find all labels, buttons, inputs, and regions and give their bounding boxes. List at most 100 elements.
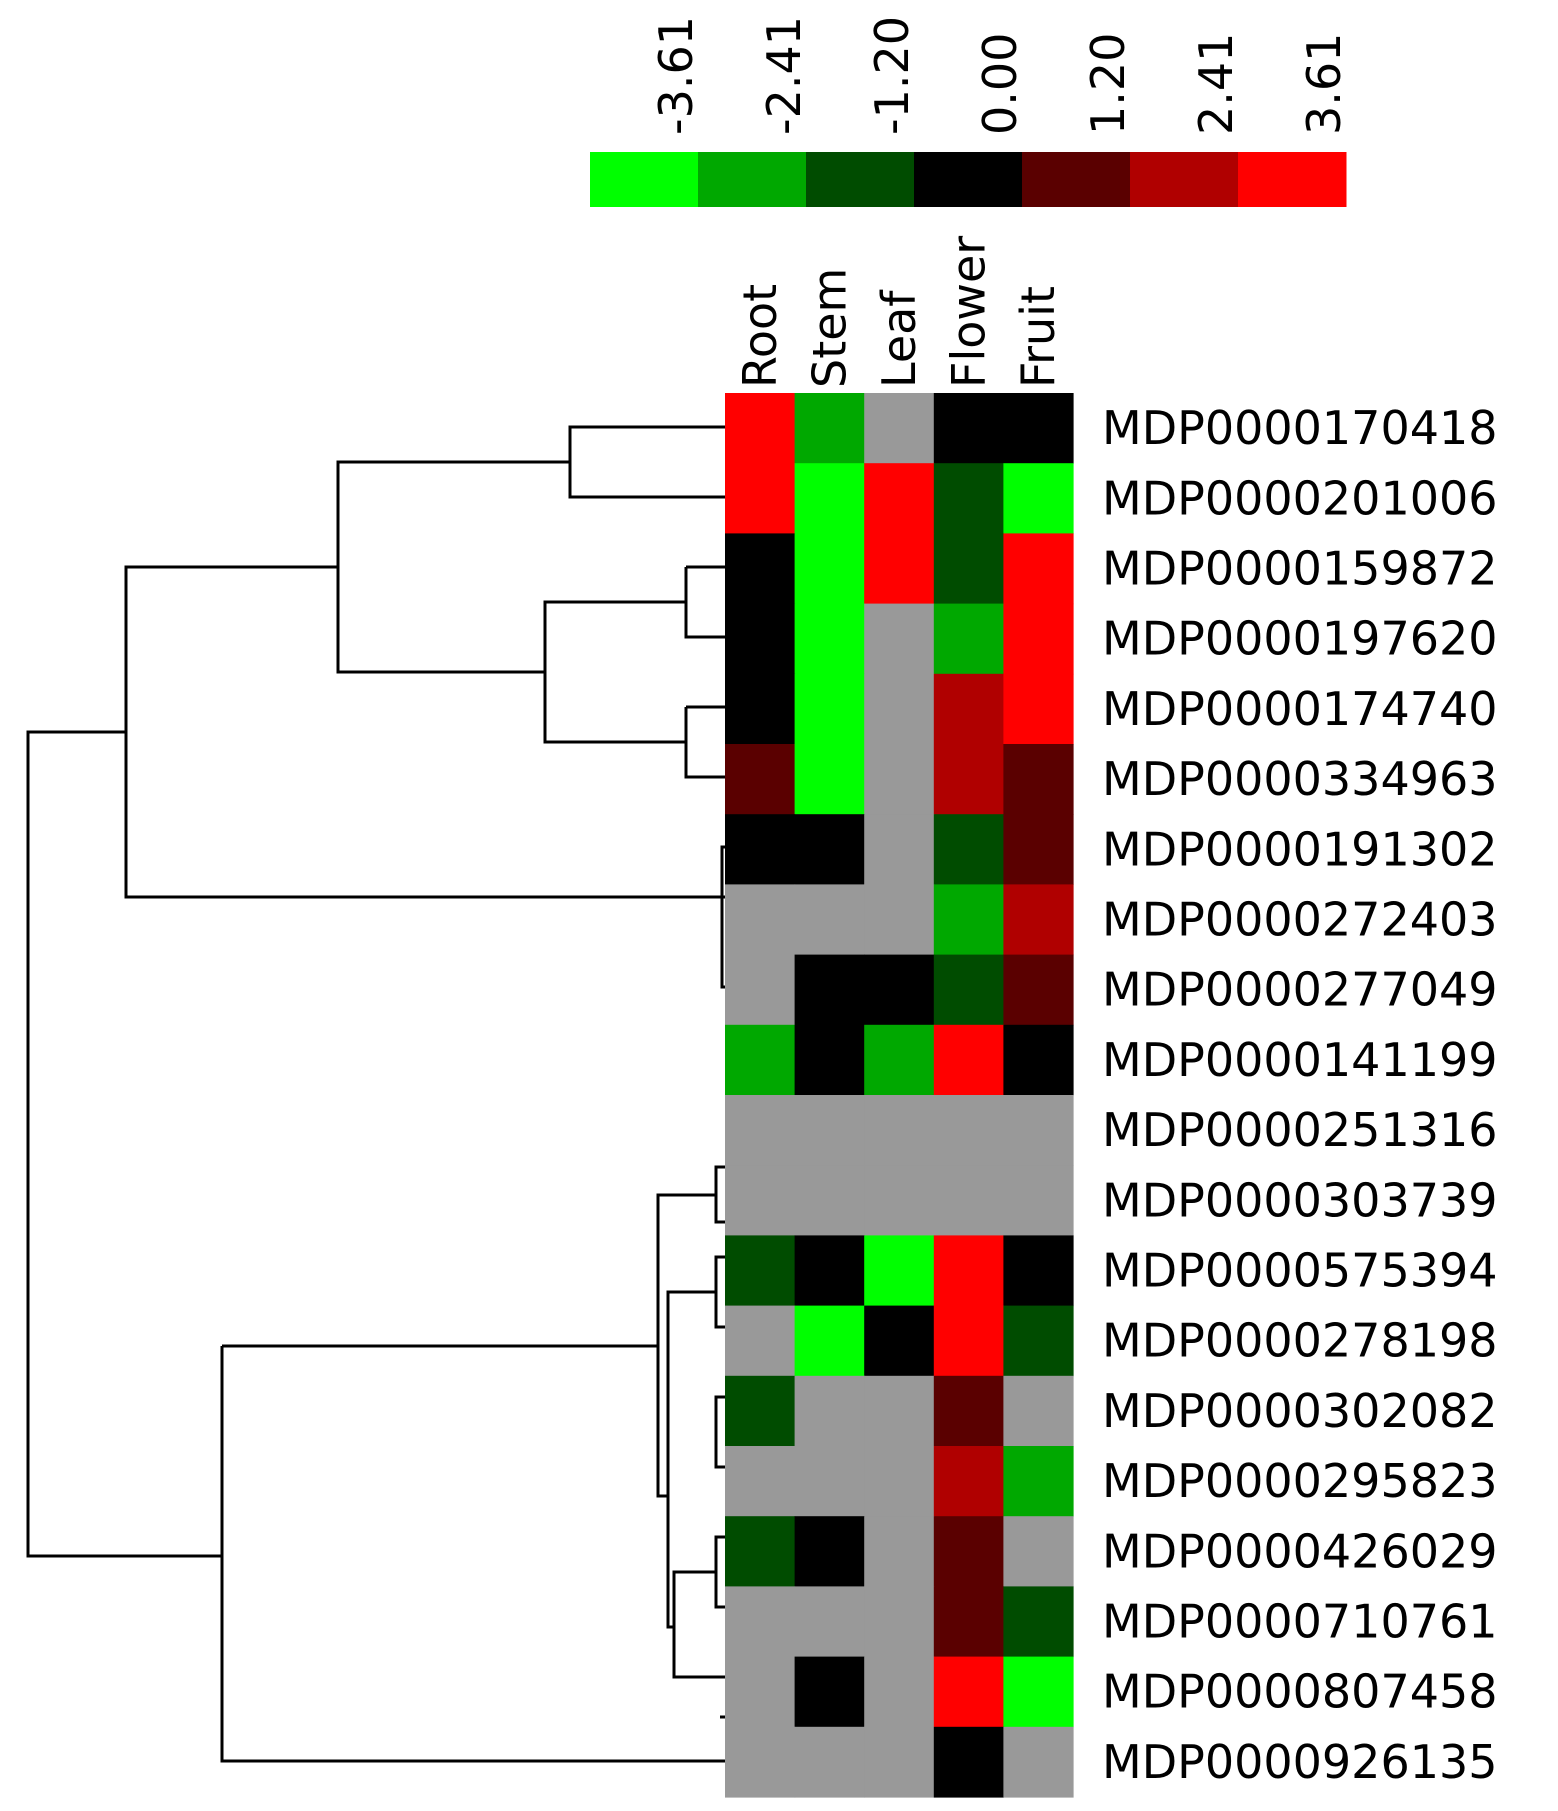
row-label: MDP0000141199	[1102, 1033, 1498, 1087]
dendrogram-branch	[220, 1346, 725, 1763]
heatmap-cell	[864, 393, 935, 464]
row-label: MDP0000191302	[1102, 822, 1498, 876]
heatmap-cell	[725, 1656, 796, 1728]
heatmap-cell	[725, 1586, 796, 1658]
heatmap-cell	[933, 814, 1004, 885]
heatmap-cell	[933, 744, 1004, 815]
heatmap-cell	[933, 673, 1004, 745]
row-label: MDP0000201006	[1102, 471, 1498, 525]
heatmap-cell	[1003, 603, 1074, 675]
heatmap-cell	[864, 1586, 935, 1658]
heatmap-cell	[725, 1446, 796, 1517]
heatmap-cell	[864, 1446, 935, 1517]
heatmap-cell	[933, 884, 1004, 956]
row-labels: MDP0000170418 MDP0000201006 MDP0000159872 M…	[1102, 401, 1498, 1789]
heatmap-cell	[794, 533, 865, 605]
row-label: MDP0000334963	[1102, 752, 1498, 806]
heatmap-cell	[864, 1024, 935, 1096]
column-label: Flower	[942, 236, 996, 388]
heatmap-cell	[933, 533, 1004, 605]
heatmap-cell	[1003, 954, 1074, 1026]
heatmap-cell	[864, 1656, 935, 1728]
heatmap-cell	[1003, 1375, 1074, 1447]
row-label: MDP0000170418	[1102, 401, 1498, 455]
heatmap-cell	[933, 393, 1004, 464]
heatmap-cell	[933, 1726, 1004, 1798]
heatmap-cell	[864, 1726, 935, 1798]
dendrogram-branch	[714, 1255, 725, 1329]
heatmap-cell	[933, 603, 1004, 675]
heatmap-cell	[1003, 393, 1074, 464]
row-label: MDP0000575394	[1102, 1244, 1498, 1298]
heatmap-cell	[933, 954, 1004, 1026]
colorbar-swatch	[806, 152, 915, 207]
row-label: MDP0000295823	[1102, 1454, 1498, 1508]
heatmap-cell	[725, 463, 796, 534]
heatmap-cell	[1003, 1305, 1074, 1377]
heatmap-cell	[1003, 463, 1074, 534]
heatmap-cell	[864, 884, 935, 956]
heatmap-cell	[933, 1305, 1004, 1377]
heatmap-cell	[794, 814, 865, 885]
colorbar	[590, 152, 1347, 207]
heatmap-cell	[933, 1656, 1004, 1728]
dendrogram-branch	[714, 1165, 725, 1224]
heatmap-cell	[864, 1375, 935, 1447]
heatmap-cell	[1003, 1726, 1074, 1798]
heatmap-cell	[864, 744, 935, 815]
heatmap-cell	[725, 1024, 796, 1096]
heatmap-cell	[725, 814, 796, 885]
heatmap-cell	[794, 744, 865, 815]
dendrogram-branch	[684, 567, 725, 639]
heatmap-cell	[794, 954, 865, 1026]
heatmap-cell	[933, 1375, 1004, 1447]
colorbar-tick-labels: -3.61 -2.41 -1.20 0.00 1.20 2.41 3.61	[649, 16, 1351, 135]
dendrogram-branch	[336, 460, 570, 674]
row-label: MDP0000807458	[1102, 1665, 1498, 1719]
heatmap-cell	[864, 1095, 935, 1166]
heatmap-cell	[933, 1095, 1004, 1166]
heatmap-cell	[933, 463, 1004, 534]
heatmap-cell	[725, 393, 796, 464]
heatmap-cell	[864, 1235, 935, 1307]
dendrogram-branch	[720, 845, 725, 989]
heatmap-cell	[794, 1305, 865, 1377]
heatmap-cell	[794, 1446, 865, 1517]
row-label: MDP0000426029	[1102, 1524, 1498, 1578]
heatmap-cell	[794, 1095, 865, 1166]
heatmap-cell	[933, 1446, 1004, 1517]
colorbar-tick-label: 3.61	[1297, 33, 1351, 135]
heatmap-cell	[864, 1305, 935, 1377]
dendrogram-branch	[568, 425, 725, 499]
row-label: MDP0000926135	[1102, 1735, 1498, 1789]
heatmap-cell	[794, 1516, 865, 1587]
heatmap-cell	[725, 1095, 796, 1166]
heatmap-cell	[725, 954, 796, 1026]
heatmap-cell	[1003, 1235, 1074, 1307]
row-label: MDP0000278198	[1102, 1314, 1498, 1368]
row-label: MDP0000251316	[1102, 1103, 1498, 1157]
heatmap-cell	[725, 673, 796, 745]
heatmap-cell	[864, 603, 935, 675]
colorbar-tick-label: -2.41	[757, 16, 811, 135]
heatmap-cell	[794, 463, 865, 534]
heatmap-cell	[933, 1586, 1004, 1658]
dendrogram-branch	[714, 1535, 725, 1609]
heatmap-cell	[725, 1165, 796, 1236]
heatmap-cell	[725, 744, 796, 815]
heatmap-cell	[1003, 744, 1074, 815]
colorbar-tick-label: 1.20	[1081, 33, 1135, 135]
dendrogram-branch	[714, 1395, 725, 1469]
heatmap-cell	[725, 1305, 796, 1377]
row-label: MDP0000174740	[1102, 682, 1498, 736]
column-label: Fruit	[1011, 286, 1065, 388]
heatmap-cell	[933, 1516, 1004, 1587]
heatmap-cell	[1003, 1165, 1074, 1236]
colorbar-swatch	[1130, 152, 1239, 207]
heatmap-cell	[794, 1024, 865, 1096]
heatmap-cell	[1003, 814, 1074, 885]
heatmap-cell	[1003, 673, 1074, 745]
heatmap-cell	[933, 1024, 1004, 1096]
heatmap-cell	[1003, 1095, 1074, 1166]
dendrogram-branch	[656, 1193, 716, 1498]
